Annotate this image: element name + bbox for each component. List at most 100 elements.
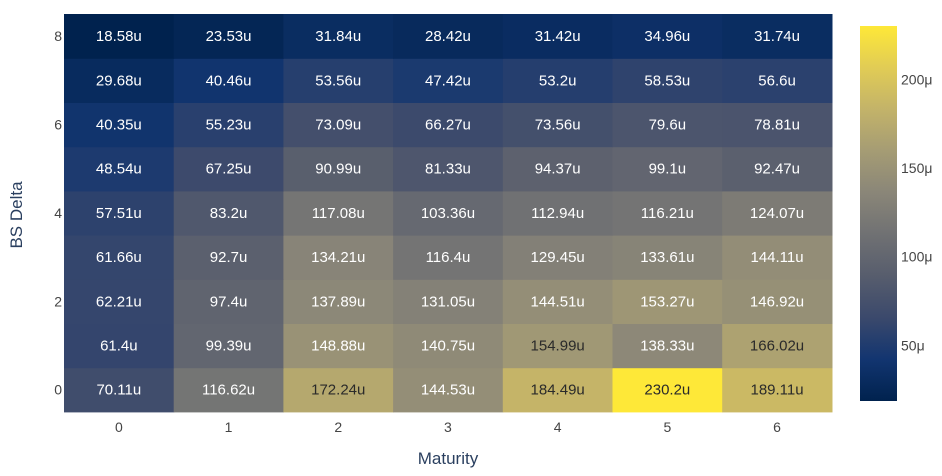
heatmap-cell [283,323,394,369]
heatmap-cell [502,190,614,236]
heatmap-cell [502,279,614,324]
heatmap-cell-label: 137.89u [311,293,365,310]
heatmap-cell [393,146,504,192]
heatmap-cell-label: 61.66u [96,249,142,266]
heatmap-cell-label: 23.53u [206,28,252,45]
heatmap-cell [173,279,284,324]
heatmap-cell [64,367,175,413]
heatmap-cell-label: 103.36u [421,205,475,222]
heatmap-cell [502,146,614,192]
heatmap-cell [612,102,723,148]
heatmap-cell-label: 18.58u [96,28,142,45]
heatmap-cell-label: 116.4u [426,249,471,266]
heatmap-cell-label: 166.02u [750,338,804,355]
heatmap-cell [64,102,175,148]
heatmap-cell-label: 40.35u [96,117,142,134]
heatmap-cell-label: 53.56u [315,72,361,89]
heatmap-cell [612,323,723,369]
heatmap-cell [173,323,284,369]
heatmap-cell-label: 189.11u [750,382,803,399]
heatmap-cell-label: 81.33u [425,161,471,178]
heatmap-cell-label: 61.4u [100,338,138,355]
x-axis-title: Maturity [418,449,479,468]
y-tick-label: 0 [54,382,62,398]
colorbar-ticks: 50μ 100μ 150μ 200μ [901,72,932,354]
heatmap-cell-label: 99.39u [206,338,252,355]
heatmap-cell-label: 31.42u [535,28,581,45]
heatmap-cell-label: 92.47u [754,161,800,178]
heatmap-cell [502,323,614,369]
heatmap-cell [612,146,723,192]
heatmap-cell [502,367,614,413]
heatmap-cell-labels: 70.11u 116.62u 172.24u 144.53u 184.49u 230.2u… [96,28,804,399]
y-tick-label: 2 [54,293,62,309]
x-tick-label: 3 [444,419,452,435]
heatmap-cell-label: 124.07u [750,205,804,222]
heatmap-cell-label: 62.21u [96,293,142,310]
heatmap-cell-label: 144.11u [750,249,803,266]
heatmap-cell-label: 146.92u [750,293,804,310]
heatmap-cell-label: 70.11u [96,382,141,399]
heatmap-cell-label: 79.6u [649,117,687,134]
heatmap-cell [283,235,394,280]
heatmap-cell [722,146,833,192]
heatmap-cell-label: 92.7u [210,249,248,266]
heatmap-cell [393,367,504,413]
heatmap-cell-label: 56.6u [758,72,796,89]
heatmap-cell [393,14,504,59]
heatmap-cell-label: 97.4u [210,293,248,310]
colorbar-tick-label: 200μ [901,72,932,88]
heatmap-cell [64,279,175,324]
heatmap-cell-label: 116.21u [641,205,694,222]
heatmap-cell-label: 230.2u [644,382,690,399]
heatmap-cell [64,323,175,369]
heatmap-cell [173,146,284,192]
heatmap-cell [722,14,833,59]
heatmap-cell-label: 48.54u [96,161,142,178]
y-axis-title: BS Delta [7,181,26,249]
heatmap-cell [173,190,284,236]
heatmap-cell-label: 112.94u [531,205,584,222]
heatmap-cell [502,14,614,59]
heatmap-cell-label: 116.62u [202,382,255,399]
heatmap-cell [393,235,504,280]
colorbar-tick-label: 100μ [901,249,932,265]
heatmap-cell [612,14,723,59]
heatmap-cell [722,235,833,280]
heatmap-cell-label: 55.23u [206,117,252,134]
y-axis-ticks: 0 2 4 6 8 [54,28,62,398]
heatmap-cell-label: 94.37u [535,161,581,178]
heatmap-cell-label: 31.84u [315,28,361,45]
heatmap-cell [393,190,504,236]
heatmap-cell-label: 184.49u [531,382,585,399]
heatmap-cell [173,102,284,148]
heatmap-cell [393,279,504,324]
heatmap-cell [64,14,175,59]
heatmap-cell [283,102,394,148]
heatmap-cell [64,58,175,103]
heatmap-cell [722,58,833,103]
heatmap-cell [283,146,394,192]
heatmap-cell [173,58,284,103]
heatmap-cell-label: 47.42u [425,72,471,89]
heatmap-cell [722,323,833,369]
heatmap-cell [173,14,284,59]
heatmap-cell-label: 99.1u [649,161,687,178]
heatmap-cell-label: 138.33u [640,338,694,355]
heatmap-cell-label: 40.46u [206,72,252,89]
heatmap-cell [64,235,175,280]
y-tick-label: 8 [54,28,62,44]
colorbar [860,26,897,401]
heatmap-cell-label: 129.45u [531,249,585,266]
heatmap-cell-label: 57.51u [96,205,142,222]
heatmap-cell [393,323,504,369]
heatmap-cell-label: 153.27u [640,293,694,310]
heatmap-cell-label: 34.96u [644,28,690,45]
heatmap-cell-label: 58.53u [644,72,690,89]
heatmap-cell-label: 144.53u [421,382,475,399]
heatmap-cell [612,190,723,236]
heatmap-cell [612,367,723,413]
heatmap-cell [722,367,833,413]
heatmap-cell-label: 67.25u [206,161,252,178]
